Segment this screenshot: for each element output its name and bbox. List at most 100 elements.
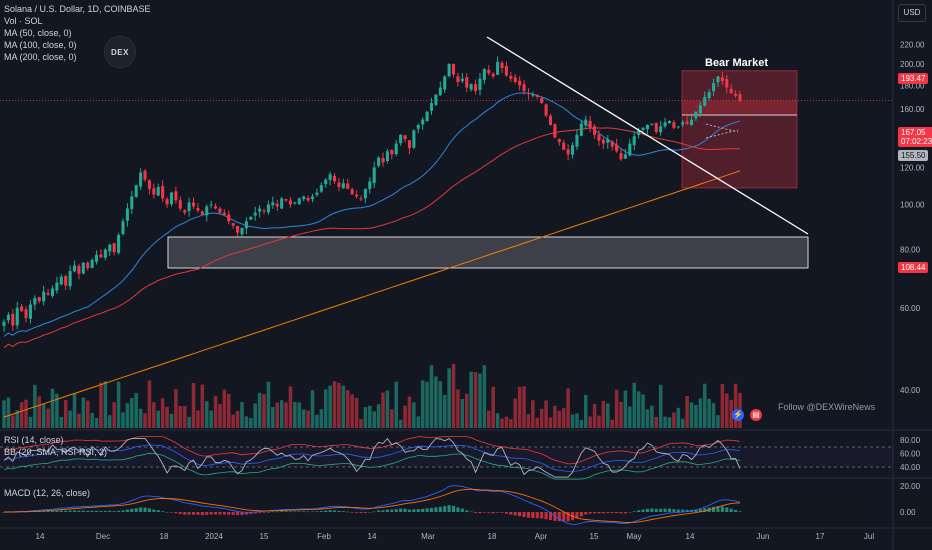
volume-bar xyxy=(561,408,566,428)
volume-bar xyxy=(513,398,517,428)
macd-histogram-bar xyxy=(191,512,196,515)
volume-bar xyxy=(702,383,707,428)
rsi-legend[interactable]: RSI (14, close) xyxy=(4,435,64,445)
macd-histogram-bar xyxy=(258,512,262,513)
time-tick-label: 17 xyxy=(815,532,825,541)
macd-histogram-bar xyxy=(557,512,561,522)
macd-histogram-bar xyxy=(641,509,645,512)
candle-body xyxy=(460,78,464,82)
candle-body xyxy=(183,210,187,213)
ma200-legend[interactable]: MA (200, close, 0) xyxy=(4,52,77,62)
volume-bar xyxy=(654,416,659,428)
volume-legend[interactable]: Vol · SOL xyxy=(4,16,43,26)
volume-bar xyxy=(544,400,548,428)
macd-histogram-bar xyxy=(496,512,500,513)
time-tick-label: Jun xyxy=(756,532,770,541)
candle-body xyxy=(174,191,178,201)
bb-lower-line xyxy=(3,452,741,480)
candle-body xyxy=(703,96,707,106)
volume-bar xyxy=(319,409,324,428)
macd-histogram-bar xyxy=(46,510,50,512)
candle-body xyxy=(280,198,284,209)
candle-body xyxy=(59,276,63,285)
volume-bar xyxy=(191,382,196,428)
candle-body xyxy=(50,288,55,297)
currency-button[interactable]: USD xyxy=(898,4,926,22)
countdown-timer: 07:02:23 xyxy=(901,137,932,146)
volume-bar xyxy=(332,381,337,428)
macd-histogram-bar xyxy=(169,512,174,513)
price-tag-support: 108.44 xyxy=(898,262,929,273)
macd-histogram-bar xyxy=(531,512,535,518)
bb-legend[interactable]: BB (20, SMA, RSI-RSI, 2) xyxy=(4,447,108,457)
candle-body xyxy=(214,206,218,209)
macd-histogram-bar xyxy=(729,508,733,512)
volume-bar xyxy=(632,382,636,428)
macd-histogram-bar xyxy=(244,512,248,515)
volume-bar xyxy=(650,405,654,428)
volume-bar xyxy=(451,364,456,428)
macd-histogram-bar xyxy=(337,510,341,512)
ma100-legend[interactable]: MA (100, close, 0) xyxy=(4,40,77,50)
ma100-line xyxy=(3,127,741,349)
candle-body xyxy=(363,188,367,199)
volume-bar xyxy=(685,395,689,428)
macd-histogram-bar xyxy=(134,508,138,512)
volume-bar xyxy=(306,410,310,428)
macd-histogram-bar xyxy=(562,512,566,522)
macd-histogram-bar xyxy=(81,510,85,512)
macd-histogram-bar xyxy=(218,512,222,515)
candle-body xyxy=(623,154,627,159)
candle-body xyxy=(729,88,733,94)
volume-bar xyxy=(77,413,81,428)
candle-body xyxy=(161,186,165,199)
macd-histogram-bar xyxy=(293,511,297,513)
macd-histogram-bar xyxy=(306,511,310,513)
macd-histogram-bar xyxy=(328,510,332,512)
macd-histogram-bar xyxy=(37,511,41,512)
volume-bar xyxy=(240,401,244,428)
news-icon[interactable]: ▤ xyxy=(750,409,762,421)
macd-histogram-bar xyxy=(200,512,204,516)
volume-bar xyxy=(711,403,716,428)
volume-bar xyxy=(112,402,116,428)
volume-bar xyxy=(680,418,685,428)
candle-body xyxy=(95,254,99,262)
volume-bar xyxy=(575,413,579,428)
time-tick-label: 18 xyxy=(159,532,169,541)
candle-body xyxy=(689,119,694,126)
macd-histogram-bar xyxy=(288,511,293,512)
price-tag-current: 167.05 07:02:23 xyxy=(898,127,932,147)
candle-body xyxy=(663,122,667,127)
flash-icon[interactable]: ⚡ xyxy=(732,409,744,421)
ma50-legend[interactable]: MA (50, close, 0) xyxy=(4,28,72,38)
macd-histogram-bar xyxy=(350,512,354,513)
candle-body xyxy=(315,192,319,195)
macd-legend[interactable]: MACD (12, 26, close) xyxy=(4,488,91,498)
candle-body xyxy=(738,94,742,101)
candle-body xyxy=(526,92,530,94)
volume-bar xyxy=(231,414,235,428)
macd-histogram-bar xyxy=(86,510,90,512)
price-tick-label: 100.00 xyxy=(900,200,925,209)
candle-body xyxy=(606,139,610,143)
macd-histogram-bar xyxy=(407,509,412,512)
bb-basis-line xyxy=(3,444,741,472)
time-tick-label: 2024 xyxy=(205,532,223,541)
volume-bar xyxy=(200,384,205,428)
candle-body xyxy=(139,172,143,187)
candle-body xyxy=(55,282,59,291)
volume-bar xyxy=(434,376,438,428)
volume-bar xyxy=(28,416,33,428)
candle-body xyxy=(544,104,548,116)
macd-histogram-bar xyxy=(42,510,46,512)
symbol-title[interactable]: Solana / U.S. Dollar, 1D, COINBASE xyxy=(4,4,151,14)
volume-bar xyxy=(390,409,394,428)
candle-body xyxy=(37,297,41,302)
trendlines xyxy=(486,36,809,235)
candle-body xyxy=(297,198,301,205)
candles xyxy=(2,56,742,332)
price-tag-bear-level: 155.50 xyxy=(898,150,929,161)
candle-body xyxy=(196,208,200,211)
